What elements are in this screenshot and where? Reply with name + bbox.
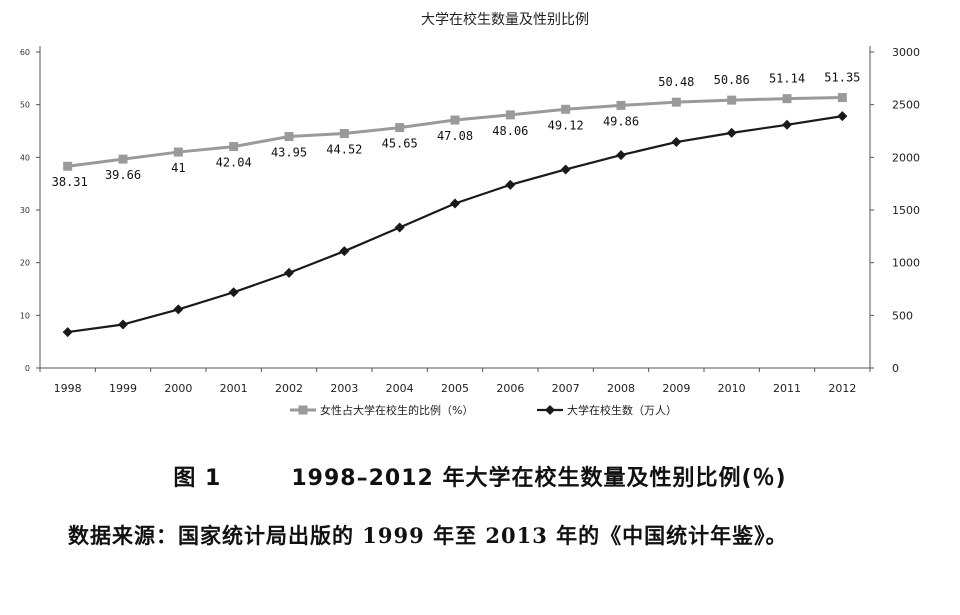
female-ratio-data-label: 51.35 — [824, 71, 860, 85]
enrollment-point — [560, 164, 571, 175]
right-axis-tick-label: 0 — [892, 362, 899, 375]
enrollment-point — [505, 179, 516, 190]
female-ratio-point — [450, 115, 460, 125]
x-axis-tick-label: 2002 — [275, 382, 303, 395]
enrollment-point — [394, 222, 405, 233]
enrollment-point — [616, 150, 626, 161]
x-axis-tick-label: 2007 — [552, 382, 580, 395]
enrollment-point — [62, 327, 73, 338]
female-ratio-data-label: 45.65 — [382, 137, 418, 151]
female-ratio-data-label: 50.48 — [658, 75, 694, 89]
chart-title: 大学在校生数量及性别比例 — [421, 11, 589, 28]
female-ratio-data-label: 49.12 — [548, 118, 584, 132]
chart-series-layer — [62, 93, 848, 338]
female-ratio-data-label: 50.86 — [714, 73, 750, 87]
left-axis-tick-label: 20 — [20, 259, 30, 268]
female-ratio-data-label: 47.08 — [437, 129, 473, 143]
right-axis-tick-label: 2500 — [892, 99, 920, 112]
enrollment-line — [67, 115, 843, 334]
x-axis-tick-label: 2006 — [496, 382, 524, 395]
legend-female-ratio-marker — [298, 405, 308, 415]
legend-female-ratio-label: 女性占大学在校生的比例（%） — [320, 403, 473, 417]
left-axis-tick-label: 0 — [25, 364, 30, 373]
left-axis-tick-label: 40 — [20, 153, 30, 162]
female-ratio-point — [616, 100, 626, 110]
right-axis-tick-label: 1000 — [892, 257, 920, 270]
female-ratio-data-label: 38.31 — [52, 175, 88, 189]
x-axis-tick-label: 2011 — [773, 382, 801, 395]
female-ratio-point — [284, 132, 294, 142]
x-axis-tick-label: 1999 — [109, 382, 137, 395]
left-axis-tick-label: 10 — [20, 311, 30, 320]
female-ratio-data-label: 48.06 — [492, 124, 528, 138]
left-axis-tick-label: 30 — [20, 206, 30, 215]
legend-enrollment-marker — [545, 405, 555, 415]
enrollment-point — [782, 119, 792, 130]
right-axis-tick-label: 1500 — [892, 204, 920, 217]
chart-axes: 0 10 20 30 40 50 60 0 500 1000 1500 2000 2500 3000 199… — [20, 46, 920, 395]
x-axis-tick-label: 2003 — [330, 382, 358, 395]
right-axis-tick-label: 3000 — [892, 46, 920, 59]
female-ratio-point — [339, 129, 349, 139]
female-ratio-data-label: 49.86 — [603, 114, 639, 128]
source-note: 数据来源：国家统计局出版的 1999 年至 2013 年的《中国统计年鉴》。 — [68, 523, 788, 548]
x-axis-tick-label: 2008 — [607, 382, 635, 395]
x-axis-tick-label: 2012 — [828, 382, 856, 395]
female-ratio-data-label: 41 — [171, 161, 185, 175]
right-axis-tick-label: 2000 — [892, 151, 920, 164]
x-axis-tick-label: 2010 — [718, 382, 746, 395]
right-axis-tick-label: 500 — [892, 309, 913, 322]
x-axis-tick-label: 2000 — [164, 382, 192, 395]
enrollment-point — [837, 111, 848, 122]
female-ratio-point — [782, 94, 792, 104]
female-ratio-point — [229, 142, 239, 152]
x-axis-tick-label: 2009 — [662, 382, 690, 395]
chart-legend: 女性占大学在校生的比例（%） 大学在校生数（万人） — [290, 403, 677, 417]
enrollment-point — [173, 304, 184, 315]
female-ratio-point — [837, 93, 847, 103]
x-axis-tick-label: 2005 — [441, 382, 469, 395]
female-ratio-data-label: 42.04 — [216, 156, 252, 170]
figure-number: 图 1 — [173, 466, 222, 491]
x-axis-tick-label: 2004 — [386, 382, 414, 395]
female-ratio-point — [173, 147, 183, 157]
female-ratio-point — [63, 161, 73, 171]
enrollment-point — [284, 267, 294, 278]
female-ratio-point — [561, 104, 571, 114]
legend-enrollment-label: 大学在校生数（万人） — [567, 403, 677, 417]
left-axis-tick-label: 60 — [20, 48, 30, 57]
female-ratio-point — [505, 110, 515, 120]
enrollment-point — [726, 127, 737, 138]
enrollment-point — [228, 287, 239, 298]
figure-caption-text: 1998–2012 年大学在校生数量及性别比例(％) — [291, 466, 787, 491]
enrollment-point — [671, 137, 682, 148]
female-ratio-point — [727, 95, 737, 105]
female-ratio-data-label: 43.95 — [271, 146, 307, 160]
enrollment-point — [118, 319, 128, 330]
left-axis-tick-label: 50 — [20, 101, 30, 110]
enrollment-point — [450, 198, 460, 209]
female-ratio-data-label: 51.14 — [769, 72, 805, 86]
enrollment-point — [339, 246, 350, 257]
line-chart: 大学在校生数量及性别比例 0 10 20 30 40 50 60 0 500 1000 1500 20… — [20, 11, 920, 417]
figure-caption: 图 1 1998–2012 年大学在校生数量及性别比例(％) — [0, 460, 960, 492]
female-ratio-point — [395, 123, 405, 133]
female-ratio-data-label: 44.52 — [326, 143, 362, 157]
female-ratio-point — [118, 154, 128, 164]
x-axis-tick-label: 2001 — [220, 382, 248, 395]
female-ratio-point — [671, 97, 681, 107]
female-ratio-data-label: 39.66 — [105, 168, 141, 182]
data-labels-layer: 38.31 39.66 41 42.04 43.95 44.52 45.65 47.08 48.… — [52, 71, 861, 190]
x-axis-tick-label: 1998 — [54, 382, 82, 395]
